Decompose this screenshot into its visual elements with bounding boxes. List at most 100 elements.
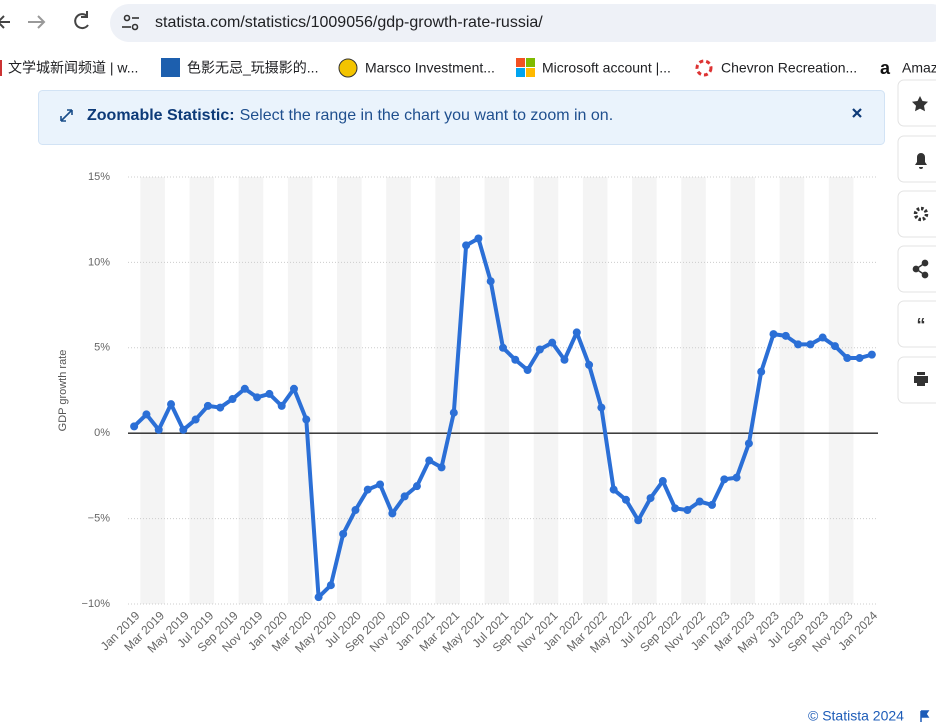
y-tick-label: −10% <box>82 598 111 610</box>
data-point <box>314 593 323 602</box>
data-point <box>781 331 790 340</box>
settings-tool[interactable] <box>897 190 936 238</box>
data-point <box>830 342 839 351</box>
data-point <box>671 504 680 513</box>
data-point <box>400 492 409 501</box>
data-point <box>511 355 520 364</box>
bookmark-icon <box>161 58 180 77</box>
bookmark[interactable]: Marsco Investment... <box>365 60 495 76</box>
star-icon <box>912 96 928 112</box>
data-point <box>486 277 495 286</box>
data-point <box>769 330 778 339</box>
data-point <box>191 415 200 424</box>
column-band <box>632 177 657 604</box>
data-point <box>167 400 176 409</box>
bookmarks-bar <box>0 46 936 90</box>
gear-icon <box>913 206 929 222</box>
column-band <box>189 177 215 604</box>
data-point <box>142 410 151 419</box>
data-point <box>289 384 298 393</box>
column-band <box>730 177 756 604</box>
data-point <box>154 425 163 434</box>
data-point <box>265 389 274 398</box>
banner-title: Zoomable Statistic: <box>87 107 235 124</box>
data-point <box>228 395 237 404</box>
bookmark-icon <box>338 58 358 78</box>
flag-icon <box>920 710 930 722</box>
side-tools: “ <box>897 79 936 404</box>
data-point <box>499 343 507 352</box>
data-point <box>339 529 348 538</box>
data-point <box>560 355 569 364</box>
data-point <box>695 497 704 506</box>
data-point <box>867 350 876 359</box>
bookmark-icon: a <box>880 58 891 78</box>
data-point <box>203 401 212 410</box>
data-point <box>818 333 827 342</box>
data-point <box>794 340 803 349</box>
zoom-icon <box>60 109 73 122</box>
data-point <box>683 506 692 515</box>
data-point <box>462 241 471 250</box>
share-icon <box>912 259 929 279</box>
data-point <box>425 456 434 465</box>
back-button[interactable] <box>0 15 10 29</box>
data-point <box>609 485 618 494</box>
data-point <box>437 463 446 472</box>
y-tick-label: 10% <box>88 256 110 268</box>
data-point <box>277 401 286 410</box>
close-banner[interactable] <box>852 108 862 118</box>
reload-button[interactable] <box>74 11 89 30</box>
column-band <box>779 177 805 604</box>
data-point <box>585 360 594 369</box>
data-point <box>720 475 729 484</box>
data-point <box>179 425 188 434</box>
bookmark[interactable]: Chevron Recreation... <box>721 60 857 76</box>
bookmark[interactable]: Amaz <box>902 60 936 76</box>
data-point <box>634 516 643 525</box>
data-point <box>326 581 335 590</box>
cite-tool[interactable] <box>897 300 936 348</box>
data-point <box>388 509 397 518</box>
data-point <box>597 403 606 412</box>
forward-button[interactable] <box>28 15 46 29</box>
banner-message: Select the range in the chart you want t… <box>240 107 614 124</box>
credit: © Statista 2024 <box>808 708 904 724</box>
data-point <box>572 328 581 337</box>
banner-text: Zoomable Statistic: Select the range in t… <box>87 107 613 124</box>
y-tick-label: 15% <box>88 171 110 183</box>
data-point <box>843 354 852 363</box>
column-band <box>484 177 510 604</box>
data-point <box>535 345 544 354</box>
data-point <box>302 415 311 424</box>
bookmark-icon <box>0 60 2 76</box>
bookmark[interactable]: 色影无忌_玩摄影的... <box>187 60 318 76</box>
bookmark-icon <box>695 59 713 77</box>
data-point <box>130 422 139 431</box>
y-axis-label: GDP growth rate <box>57 350 69 432</box>
bell-icon <box>915 153 927 169</box>
data-point <box>216 403 225 412</box>
data-point <box>757 367 766 376</box>
data-point <box>708 500 717 509</box>
address-bar[interactable] <box>110 4 936 42</box>
data-point <box>548 338 557 347</box>
data-point <box>449 408 458 417</box>
data-point <box>253 393 262 402</box>
data-point <box>412 482 421 491</box>
bookmark[interactable]: 文学城新闻频道 | w... <box>8 60 138 76</box>
data-point <box>855 354 864 363</box>
data-point <box>351 506 360 515</box>
url: statista.com/statistics/1009056/gdp-grow… <box>155 14 543 31</box>
quote-icon: “ <box>917 315 926 335</box>
data-point <box>806 340 815 349</box>
column-band <box>386 177 411 604</box>
bookmark-icon <box>516 58 535 77</box>
column-band <box>681 177 706 604</box>
y-tick-label: 0% <box>94 427 110 439</box>
site-info-icon[interactable] <box>122 14 139 31</box>
bookmark[interactable]: Microsoft account |... <box>542 60 671 76</box>
data-point <box>646 494 655 503</box>
